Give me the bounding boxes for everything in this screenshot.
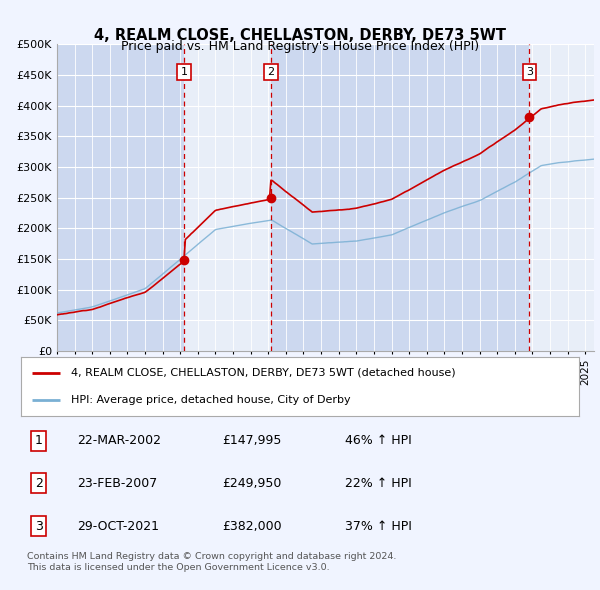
Text: £147,995: £147,995 [222, 434, 281, 447]
Bar [184, 44, 271, 351]
Text: 37% ↑ HPI: 37% ↑ HPI [344, 520, 412, 533]
Text: 3: 3 [526, 67, 533, 77]
Bar [271, 44, 529, 351]
Bar [529, 44, 594, 351]
Text: Contains HM Land Registry data © Crown copyright and database right 2024.
This d: Contains HM Land Registry data © Crown c… [26, 552, 396, 572]
Text: 2: 2 [267, 67, 274, 77]
Text: Price paid vs. HM Land Registry's House Price Index (HPI): Price paid vs. HM Land Registry's House … [121, 40, 479, 53]
Text: 29-OCT-2021: 29-OCT-2021 [77, 520, 159, 533]
Text: 22-MAR-2002: 22-MAR-2002 [77, 434, 161, 447]
Bar [57, 44, 184, 351]
Text: 46% ↑ HPI: 46% ↑ HPI [344, 434, 412, 447]
Text: 4, REALM CLOSE, CHELLASTON, DERBY, DE73 5WT (detached house): 4, REALM CLOSE, CHELLASTON, DERBY, DE73 … [71, 368, 456, 378]
Text: 2: 2 [35, 477, 43, 490]
Text: HPI: Average price, detached house, City of Derby: HPI: Average price, detached house, City… [71, 395, 351, 405]
Text: 1: 1 [35, 434, 43, 447]
Text: 4, REALM CLOSE, CHELLASTON, DERBY, DE73 5WT: 4, REALM CLOSE, CHELLASTON, DERBY, DE73 … [94, 28, 506, 43]
Text: 22% ↑ HPI: 22% ↑ HPI [344, 477, 412, 490]
Text: £249,950: £249,950 [222, 477, 281, 490]
Text: 1: 1 [181, 67, 188, 77]
Text: £382,000: £382,000 [222, 520, 281, 533]
Text: 23-FEB-2007: 23-FEB-2007 [77, 477, 157, 490]
Text: 3: 3 [35, 520, 43, 533]
